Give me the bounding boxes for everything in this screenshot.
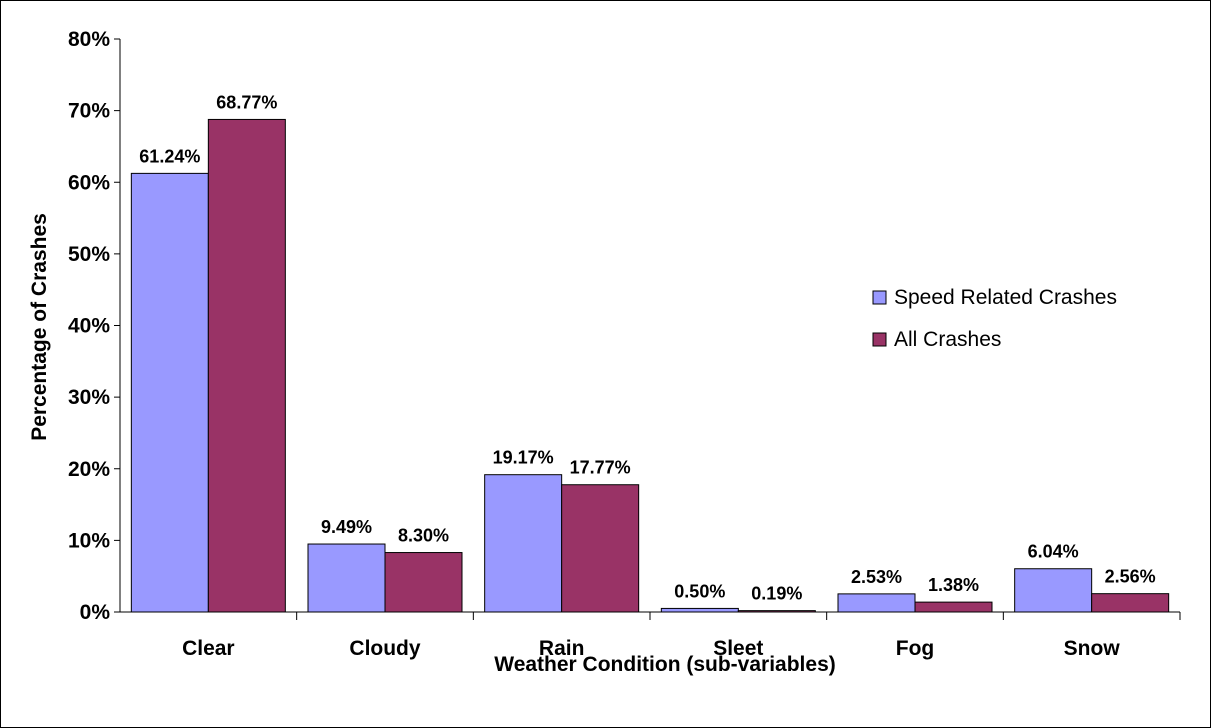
legend-swatch-all-crashes xyxy=(872,332,887,347)
legend-label-speed-related: Speed Related Crashes xyxy=(894,286,1117,309)
x-tick-label-clear: Clear xyxy=(182,637,235,660)
bar-clear-series-0 xyxy=(130,172,209,613)
bar-fog-series-1 xyxy=(914,601,993,613)
bars-layer xyxy=(130,118,1170,613)
data-label-fog-series-1: 1.38% xyxy=(928,575,979,595)
legend-swatch-speed-related xyxy=(872,290,887,305)
x-tick-label-rain: Rain xyxy=(539,637,585,660)
y-tick-label-60: 60% xyxy=(68,171,110,194)
bar-fog-series-0 xyxy=(837,593,916,613)
legend: Speed Related Crashes All Crashes xyxy=(872,286,1117,351)
data-label-snow-series-0: 6.04% xyxy=(1028,542,1079,562)
legend-label-all-crashes: All Crashes xyxy=(894,328,1001,351)
data-label-sleet-series-1: 0.19% xyxy=(751,584,802,604)
data-label-cloudy-series-1: 8.30% xyxy=(398,526,449,546)
bar-rain-series-1 xyxy=(561,484,640,613)
bar-clear-series-1 xyxy=(207,118,286,613)
y-tick-label-50: 50% xyxy=(68,243,110,266)
bar-snow-series-1 xyxy=(1091,593,1170,613)
data-label-rain-series-1: 17.77% xyxy=(570,458,631,478)
data-label-snow-series-1: 2.56% xyxy=(1105,567,1156,587)
data-label-clear-series-1: 68.77% xyxy=(216,92,277,112)
data-labels-layer: 61.24% 68.77% 9.49% 8.30% 19.17% 17.77% 0.50% 0… xyxy=(139,92,1155,603)
data-label-cloudy-series-0: 9.49% xyxy=(321,517,372,537)
data-label-clear-series-0: 61.24% xyxy=(139,146,200,166)
x-tick-label-snow: Snow xyxy=(1064,637,1121,660)
y-tick-label-20: 20% xyxy=(68,458,110,481)
bar-cloudy-series-0 xyxy=(307,543,386,613)
bar-sleet-series-0 xyxy=(660,607,739,613)
y-tick-label-30: 30% xyxy=(68,386,110,409)
bar-cloudy-series-1 xyxy=(384,552,463,613)
axes-layer xyxy=(114,38,1181,620)
x-tick-label-cloudy: Cloudy xyxy=(349,637,420,660)
y-tick-label-0: 0% xyxy=(80,601,111,624)
bar-rain-series-0 xyxy=(484,474,563,613)
y-ticks-layer: 0% 10% 20% 30% 40% 50% 60% 70% 80% xyxy=(68,28,110,624)
x-tick-label-sleet: Sleet xyxy=(713,637,763,660)
data-label-fog-series-0: 2.53% xyxy=(851,567,902,587)
y-tick-label-80: 80% xyxy=(68,28,110,51)
x-categories-layer: Clear Cloudy Rain Sleet Fog Snow xyxy=(182,637,1120,660)
data-label-sleet-series-0: 0.50% xyxy=(674,581,725,601)
x-axis-title: Weather Condition (sub-variables) xyxy=(494,653,836,676)
x-tick-label-fog: Fog xyxy=(896,637,934,660)
y-axis-title: Percentage of Crashes xyxy=(28,213,51,441)
y-tick-label-70: 70% xyxy=(68,100,110,123)
y-tick-label-10: 10% xyxy=(68,529,110,552)
data-label-rain-series-0: 19.17% xyxy=(493,448,554,468)
y-tick-label-40: 40% xyxy=(68,315,110,338)
bar-snow-series-0 xyxy=(1014,568,1093,613)
